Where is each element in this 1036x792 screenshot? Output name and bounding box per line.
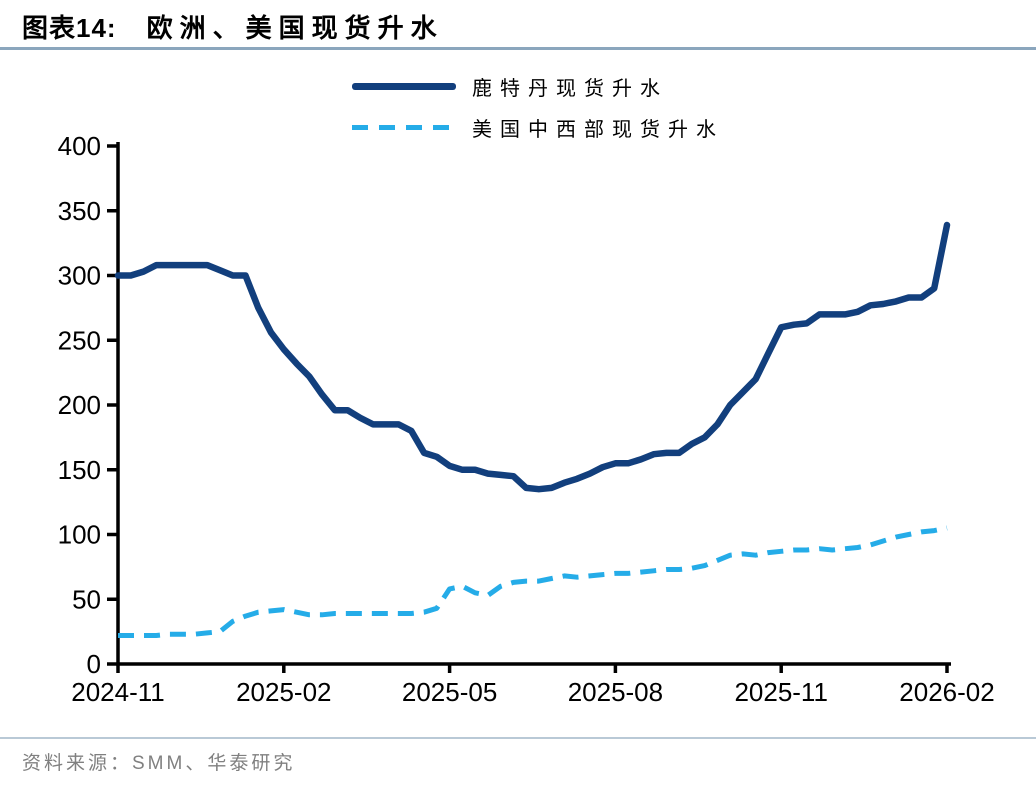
y-tick-label: 150 bbox=[58, 455, 101, 485]
x-tick-label: 2026-02 bbox=[899, 677, 994, 707]
series-line-1 bbox=[118, 525, 948, 638]
legend-label-rotterdam: 鹿特丹现货升水 bbox=[472, 77, 668, 100]
chart-legend: 鹿特丹现货升水 美国中西部现货升水 bbox=[352, 72, 724, 154]
x-tick-label: 2024-11 bbox=[71, 677, 165, 707]
figure-name: 欧洲、美国现货升水 bbox=[146, 13, 444, 43]
title-divider bbox=[0, 47, 1036, 50]
x-tick-label: 2025-11 bbox=[734, 677, 828, 707]
y-tick-label: 400 bbox=[58, 131, 101, 161]
axes bbox=[116, 142, 951, 666]
y-tick-label: 300 bbox=[58, 261, 101, 291]
dashed-line-swatch-icon bbox=[352, 124, 456, 130]
x-tick-label: 2025-02 bbox=[236, 677, 331, 707]
x-tick-label: 2025-05 bbox=[402, 677, 497, 707]
figure-number: 图表14: bbox=[22, 13, 117, 43]
y-tick-label: 350 bbox=[58, 196, 101, 226]
series-line-0 bbox=[114, 221, 951, 493]
y-tick-label: 50 bbox=[72, 584, 101, 614]
y-tick-label: 0 bbox=[87, 649, 101, 679]
x-tick-label: 2025-08 bbox=[568, 677, 663, 707]
legend-label-us-midwest: 美国中西部现货升水 bbox=[472, 118, 724, 141]
legend-item-rotterdam: 鹿特丹现货升水 bbox=[352, 72, 724, 100]
y-tick-label: 200 bbox=[58, 390, 101, 420]
y-tick-label: 250 bbox=[58, 325, 101, 355]
y-tick-label: 100 bbox=[58, 520, 101, 550]
source-divider bbox=[0, 737, 1036, 739]
figure-title: 图表14: 欧洲、美国现货升水 bbox=[22, 8, 444, 45]
legend-item-us-midwest: 美国中西部现货升水 bbox=[352, 113, 724, 141]
solid-line-swatch-icon bbox=[352, 82, 456, 90]
source-note: 资料来源：SMM、华泰研究 bbox=[22, 753, 296, 774]
